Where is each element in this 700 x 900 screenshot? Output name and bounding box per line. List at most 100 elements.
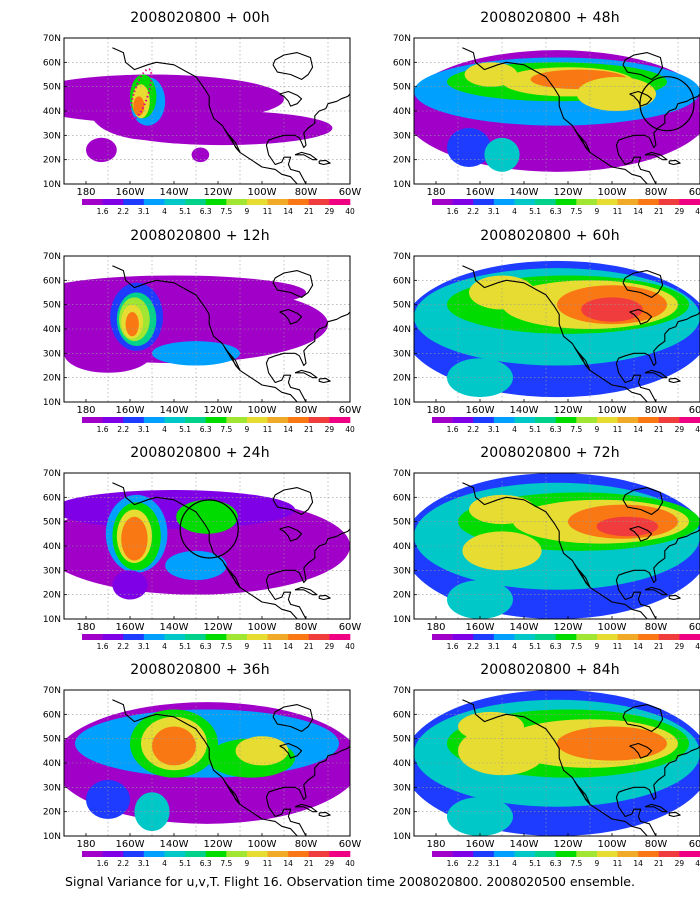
colorbar-swatch: [493, 851, 515, 857]
variance-map: 70N 60N 50N 40N 30N 20N 10N 180 160W 140W 120W 100W…: [393, 34, 700, 216]
lon-tick-label: 60W: [339, 187, 362, 198]
lon-tick-label: 180: [76, 405, 95, 416]
lon-tick-label: 60W: [689, 839, 700, 850]
lat-tick-label: 10N: [43, 180, 61, 190]
variance-contour: [64, 275, 306, 310]
variance-contour: [121, 516, 148, 561]
panel-title: 2008020800 + 60h: [480, 228, 620, 244]
colorbar-swatch: [82, 634, 103, 640]
lat-tick-label: 10N: [43, 398, 61, 408]
variance-contour: [596, 516, 659, 537]
colorbar-swatch: [473, 634, 495, 640]
variance-contour: [235, 736, 289, 766]
coastline: [294, 151, 318, 161]
variance-contour: [112, 570, 148, 600]
colorbar-label: 6.3: [200, 425, 212, 434]
coastline: [279, 90, 303, 107]
variance-contour: [152, 726, 196, 766]
colorbar-swatch: [246, 851, 268, 857]
colorbar-label: 7.5: [220, 425, 232, 434]
colorbar-label: 6.3: [550, 425, 562, 434]
coastline: [622, 270, 664, 298]
colorbar-label: 40: [695, 425, 700, 434]
lat-tick-label: 30N: [393, 349, 411, 359]
lon-tick-label: 120W: [204, 405, 233, 416]
colorbar-swatch: [432, 851, 453, 857]
lon-tick-label: 60W: [689, 405, 700, 416]
colorbar-swatch: [329, 634, 351, 640]
variance-map: 70N 60N 50N 40N 30N 20N 10N 180 160W 140W 120W 100W…: [43, 686, 362, 868]
colorbar-label: 29: [675, 207, 685, 216]
colorbar-swatch: [308, 417, 330, 423]
coastline: [574, 128, 591, 153]
variance-contour: [581, 297, 643, 322]
lon-tick-label: 60W: [689, 622, 700, 633]
coastline: [318, 159, 331, 166]
lon-tick-label: 160W: [116, 622, 145, 633]
lat-tick-label: 50N: [43, 83, 61, 93]
colorbar-swatch: [555, 851, 577, 857]
coastline: [629, 308, 653, 325]
colorbar-swatch: [596, 199, 618, 205]
colorbar-label: 4: [162, 642, 167, 651]
lon-tick-label: 100W: [598, 839, 627, 850]
variance-contour: [133, 96, 145, 116]
colorbar-label: 2.2: [467, 642, 479, 651]
colorbar-label: 11: [613, 425, 623, 434]
colorbar-label: 21: [304, 207, 314, 216]
lon-tick-label: 60W: [689, 187, 700, 198]
lon-tick-label: 100W: [598, 622, 627, 633]
colorbar-swatch: [535, 851, 556, 857]
lat-tick-label: 60N: [43, 710, 61, 720]
colorbar-swatch: [679, 851, 700, 857]
lat-tick-label: 40N: [393, 107, 411, 117]
map-panel-p60: 2008020800 + 60h 70N 60N 50N 40N 30N 20N 10N 180…: [380, 226, 700, 442]
colorbar-label: 11: [263, 207, 273, 216]
colorbar-label: 7.5: [570, 207, 582, 216]
colorbar-label: 40: [695, 859, 700, 868]
coastline: [294, 586, 318, 596]
coastline: [279, 742, 303, 759]
lat-tick-label: 30N: [43, 349, 61, 359]
lon-tick-label: 160W: [116, 187, 145, 198]
coastline: [668, 377, 681, 384]
lat-tick-label: 60N: [43, 493, 61, 503]
coastline: [279, 308, 303, 325]
lon-tick-label: 140W: [510, 622, 539, 633]
variance-contour: [125, 311, 139, 337]
shaded-field: [414, 38, 700, 184]
colorbar-swatch: [226, 417, 248, 423]
lat-tick-label: 60N: [43, 58, 61, 68]
colorbar-label: 21: [304, 859, 314, 868]
shaded-field: [414, 690, 700, 836]
colorbar-label: 7.5: [570, 425, 582, 434]
colorbar-label: 1.6: [447, 859, 459, 868]
lat-tick-label: 30N: [393, 566, 411, 576]
coastline: [574, 780, 591, 805]
colorbar-label: 4: [512, 425, 517, 434]
colorbar-label: 5.1: [529, 425, 541, 434]
colorbar-label: 3.1: [488, 425, 500, 434]
colorbar-swatch: [329, 417, 351, 423]
colorbar-swatch: [226, 634, 248, 640]
coastline: [224, 563, 241, 588]
colorbar-swatch: [205, 417, 227, 423]
colorbar-swatch: [164, 634, 186, 640]
colorbar-swatch: [576, 417, 598, 423]
colorbar-swatch: [432, 199, 453, 205]
colorbar-swatch: [638, 851, 660, 857]
coastline: [644, 586, 668, 596]
panel-title: 2008020800 + 48h: [480, 10, 620, 26]
lat-tick-label: 50N: [393, 83, 411, 93]
colorbar-label: 40: [345, 207, 355, 216]
colorbar-label: 2.2: [117, 425, 129, 434]
lat-tick-label: 70N: [393, 469, 411, 479]
colorbar-swatch: [679, 199, 700, 205]
colorbar-label: 6.3: [550, 642, 562, 651]
coastline: [668, 159, 681, 166]
lat-tick-label: 40N: [43, 325, 61, 335]
lat-tick-label: 50N: [43, 301, 61, 311]
colorbar-label: 3.1: [488, 207, 500, 216]
coastline: [272, 704, 314, 732]
coastline: [224, 346, 241, 371]
